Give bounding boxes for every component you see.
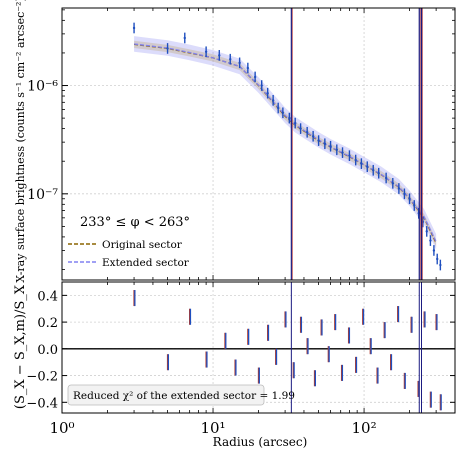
data-point: [218, 54, 221, 57]
data-point: [238, 61, 241, 65]
data-point: [360, 162, 363, 165]
original-sector-line: [133, 43, 437, 244]
chi-square-box: [67, 384, 265, 406]
data-point: [439, 263, 442, 267]
data-point: [294, 121, 297, 125]
data-point: [384, 176, 388, 180]
data-point: [366, 165, 369, 168]
upper-panel: 10⁻⁷ 10⁻⁶ 233° ≤ φ < 263° Original sector Ex…: [27, 7, 456, 281]
data-point: [329, 145, 332, 148]
data-point: [335, 148, 339, 151]
data-point: [305, 131, 309, 134]
chi-square-annotation: Reduced χ² of the extended sector = 1.99: [73, 390, 295, 402]
data-point: [311, 135, 315, 138]
data-point: [288, 116, 291, 120]
data-point: [348, 154, 351, 157]
data-point: [229, 58, 232, 61]
x-tick-label: 10¹: [200, 419, 225, 437]
legend-label: Extended sector: [102, 257, 190, 269]
data-point: [299, 127, 302, 130]
y-tick-label: 10⁻⁶: [27, 79, 58, 95]
data-point: [372, 169, 375, 172]
data-point: [413, 204, 416, 207]
data-point: [266, 91, 269, 95]
y-tick-label: 0.0: [37, 343, 58, 358]
y-tick-label: 10⁻⁷: [27, 187, 58, 203]
y-tick-label: −0.2: [26, 370, 58, 385]
data-point: [271, 99, 275, 102]
lower-plot-frame: [61, 281, 456, 414]
data-point: [281, 111, 285, 115]
data-point: [276, 106, 280, 110]
data-point: [317, 139, 320, 142]
data-point: [246, 66, 250, 70]
y-tick-label: −0.4: [26, 396, 58, 411]
data-point: [166, 47, 169, 50]
extended-sector-line: [133, 43, 437, 243]
y-tick-label: 0.2: [37, 316, 58, 331]
data-point: [397, 187, 401, 190]
data-point: [403, 192, 406, 196]
upper-y-axis-label: X-ray surface brightness (counts s⁻¹ cm⁻…: [14, 0, 27, 283]
data-point: [323, 142, 327, 145]
data-point: [341, 151, 344, 154]
lower-y-axis-label: (S_X − S_X,m)/S_X: [13, 284, 28, 409]
data-point: [429, 239, 432, 242]
data-point: [436, 257, 439, 261]
data-point: [377, 172, 380, 175]
upper-plot-frame: [61, 7, 456, 281]
data-point: [253, 75, 257, 79]
data-point: [204, 50, 208, 53]
x-tick-label: 10²: [352, 419, 377, 437]
lower-panel: 0.4 0.2 0.0 −0.2 −0.4 10⁰ 10¹ 10² Reduced χ² of …: [13, 281, 456, 437]
data-point: [432, 249, 436, 252]
data-point: [260, 84, 263, 87]
data-point: [354, 158, 357, 162]
data-point: [132, 26, 136, 30]
y-tick-label: 0.4: [37, 289, 58, 304]
data-point: [408, 197, 411, 200]
x-tick-label: 10⁰: [49, 419, 74, 437]
legend-label: Original sector: [102, 239, 183, 251]
x-axis-label: Radius (arcsec): [213, 435, 308, 449]
sector-angle-annotation: 233° ≤ φ < 263°: [80, 215, 190, 230]
data-point: [183, 36, 186, 40]
data-point: [391, 182, 395, 185]
data-point: [425, 230, 428, 233]
